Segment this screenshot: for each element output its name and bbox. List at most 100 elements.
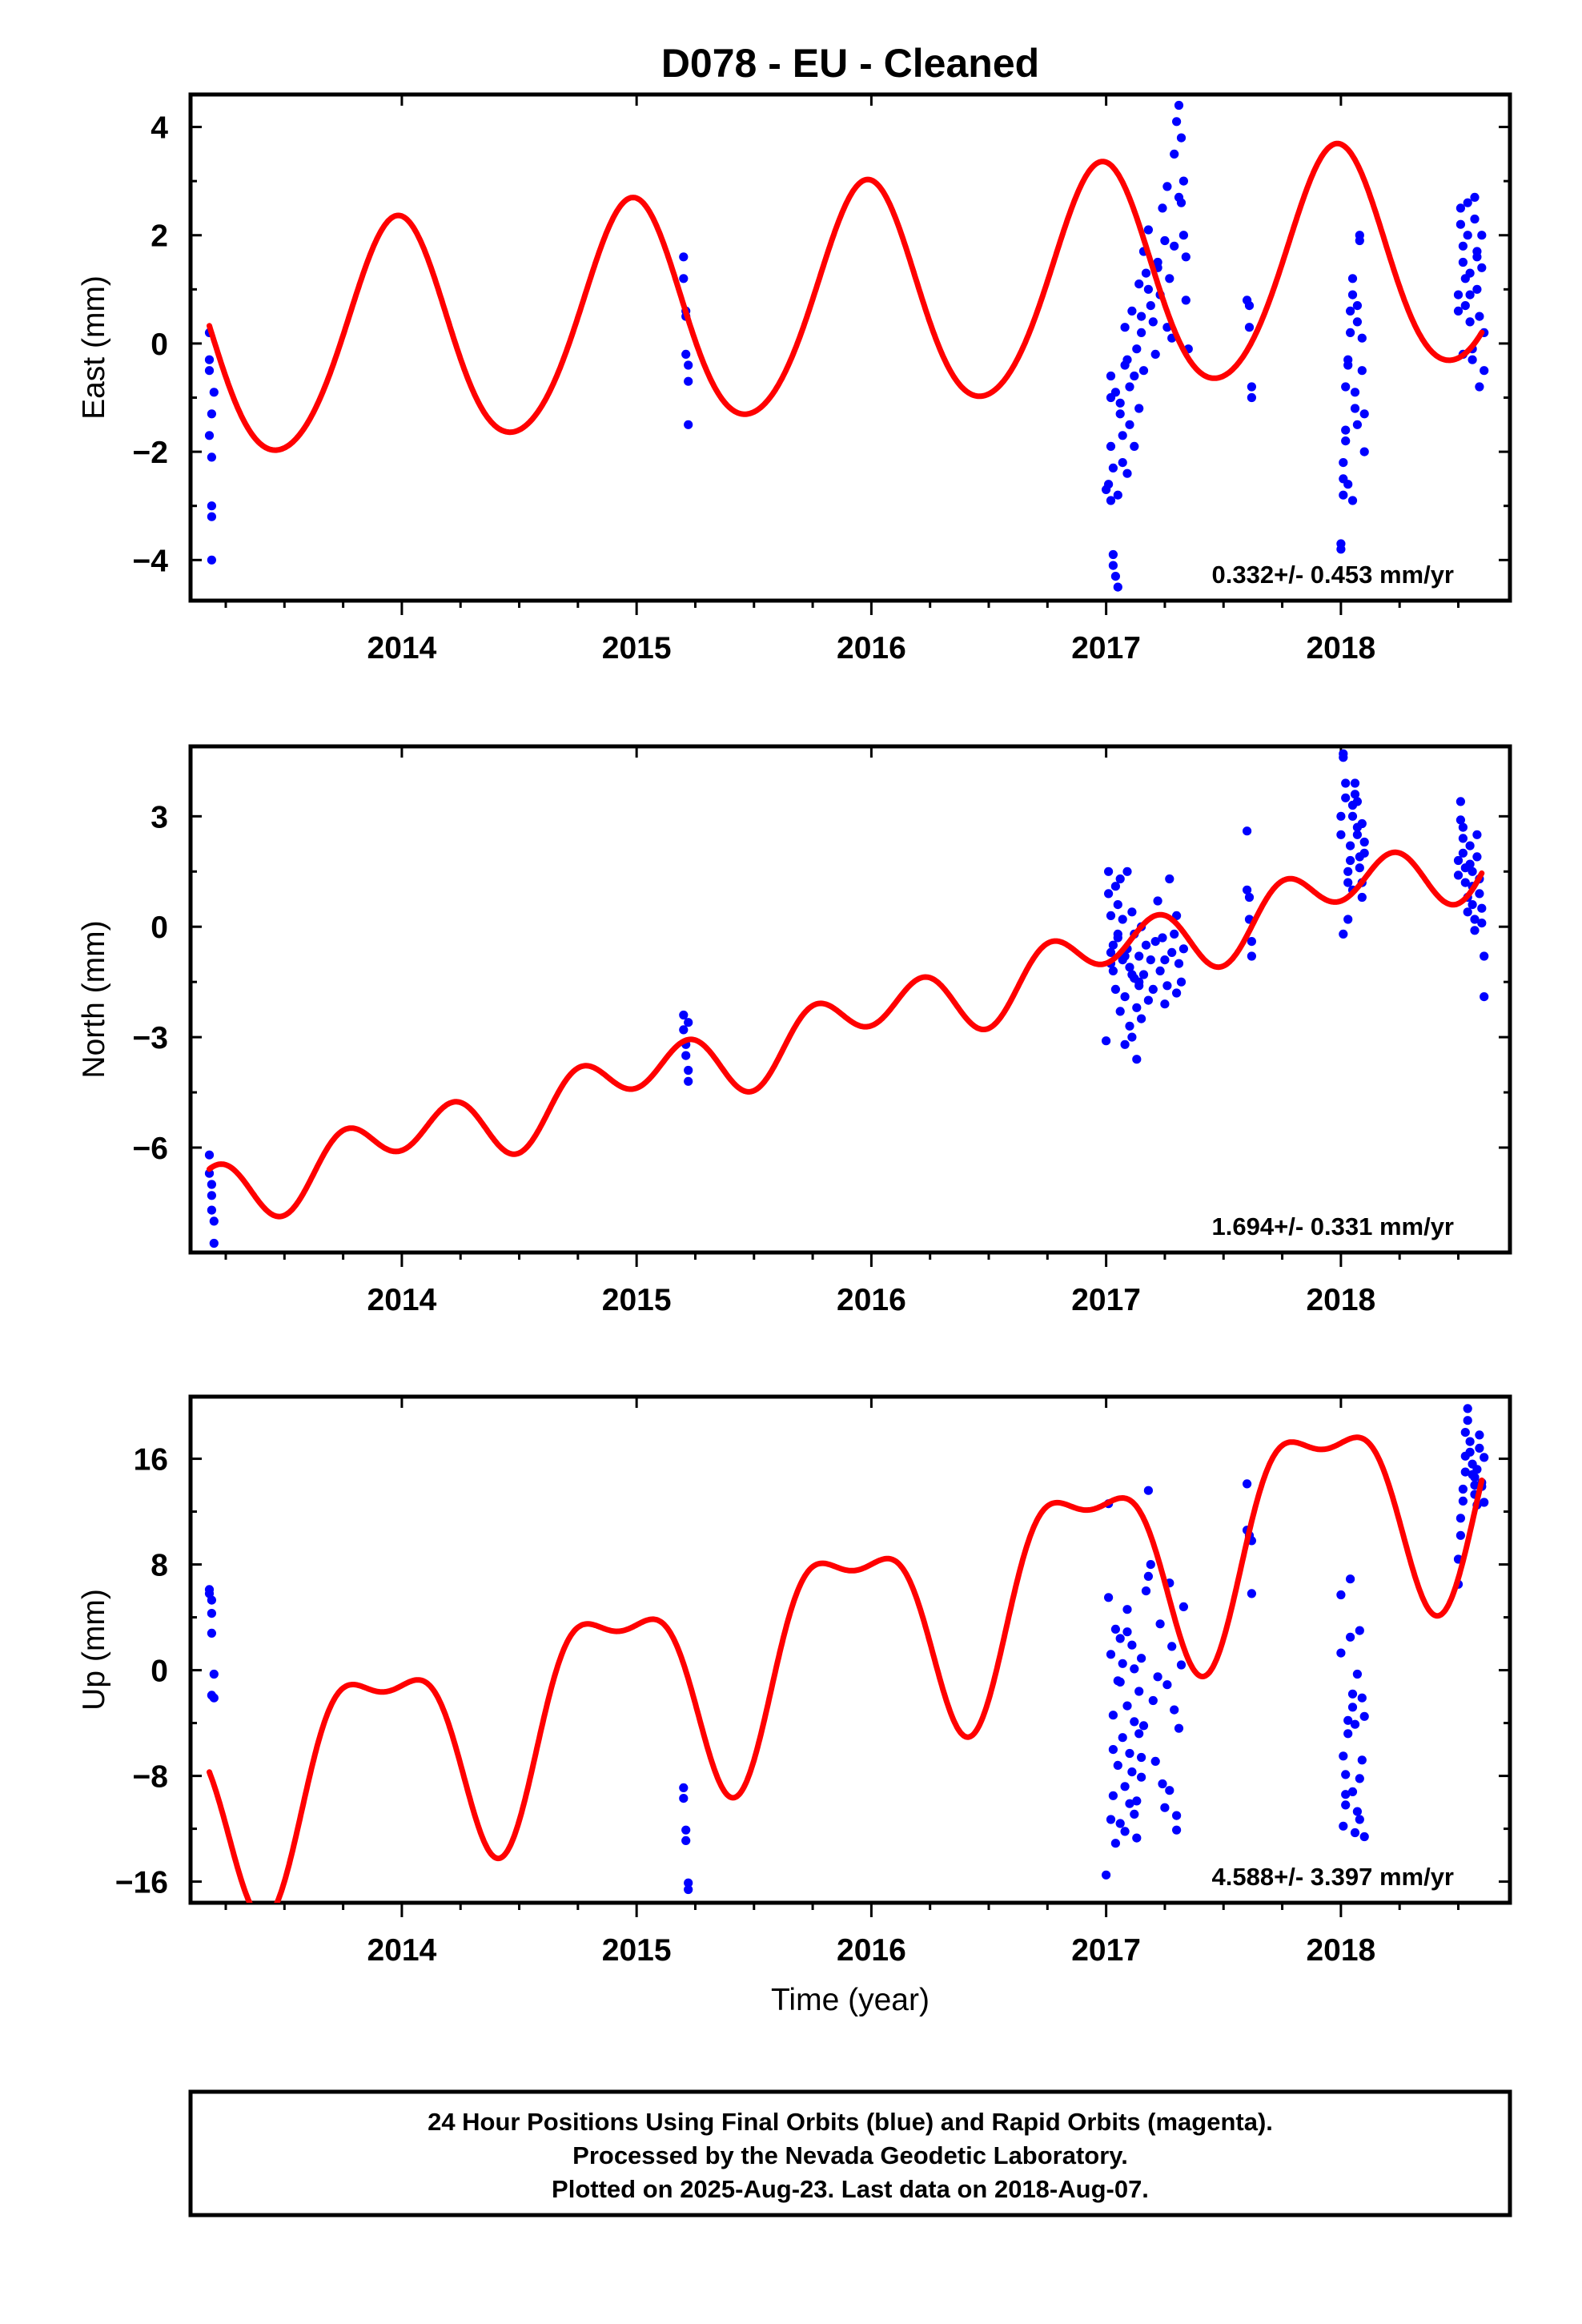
up-data-point xyxy=(1172,1825,1182,1835)
north-model-curve xyxy=(207,849,1485,1220)
up-data-point xyxy=(1343,1729,1353,1739)
north-data-point xyxy=(1477,903,1487,913)
north-data-point xyxy=(1125,1021,1134,1031)
east-data-point xyxy=(684,376,693,386)
east-data-point xyxy=(1470,214,1480,224)
up-data-point xyxy=(1162,1680,1172,1690)
north-data-point xyxy=(1108,940,1118,950)
up-data-point xyxy=(1122,1627,1132,1637)
east-data-point xyxy=(1357,333,1367,343)
east-data-point xyxy=(207,512,216,521)
north-data-point xyxy=(1134,977,1144,987)
up-data-point xyxy=(1160,1803,1170,1812)
north-data-point xyxy=(1176,977,1186,987)
up-rate-annotation: 4.588+/- 3.397 mm/yr xyxy=(1212,1863,1454,1891)
east-x-tick-label: 2014 xyxy=(367,631,437,665)
east-data-point xyxy=(1170,241,1179,251)
east-y-tick-label: 4 xyxy=(151,111,168,146)
east-data-point xyxy=(1150,349,1160,359)
up-data-point xyxy=(1148,1695,1158,1706)
east-data-point xyxy=(1472,252,1482,262)
up-data-point xyxy=(1355,1774,1364,1783)
up-data-point xyxy=(1243,1479,1252,1489)
east-x-tick-label: 2017 xyxy=(1071,631,1141,665)
up-data-point xyxy=(681,1825,691,1835)
east-data-point xyxy=(1137,328,1146,337)
north-data-point xyxy=(679,1010,689,1020)
north-data-point xyxy=(1357,892,1367,903)
east-data-point xyxy=(1178,176,1188,186)
up-data-point xyxy=(1359,1711,1369,1721)
north-data-point xyxy=(684,1018,693,1027)
up-data-point xyxy=(1141,1586,1151,1596)
north-data-point xyxy=(1127,1032,1137,1042)
up-data-point xyxy=(1118,1733,1127,1743)
east-data-point xyxy=(1148,317,1158,327)
up-data-point xyxy=(1341,1770,1351,1779)
east-data-point xyxy=(1465,268,1475,278)
up-data-point xyxy=(207,1691,216,1700)
up-data-point xyxy=(1463,1404,1472,1413)
east-data-point xyxy=(1343,480,1353,489)
north-data-point xyxy=(1160,999,1170,1009)
north-data-point xyxy=(1108,966,1118,975)
east-data-point xyxy=(1118,431,1127,440)
north-data-point xyxy=(1463,907,1472,917)
north-data-point xyxy=(1336,830,1346,839)
east-data-point xyxy=(1113,490,1122,500)
north-data-point xyxy=(1341,793,1351,802)
north-data-point xyxy=(204,1150,215,1160)
east-data-point xyxy=(1458,241,1468,251)
east-data-point xyxy=(1110,572,1120,581)
north-y-tick-label: 3 xyxy=(151,800,168,834)
east-data-point xyxy=(207,452,216,462)
east-data-point xyxy=(1470,192,1480,202)
north-data-point xyxy=(1346,841,1355,850)
north-y-tick-label: −3 xyxy=(133,1021,168,1055)
north-data-point xyxy=(1127,970,1137,979)
east-data-point xyxy=(1125,420,1134,429)
east-data-point xyxy=(1456,219,1465,229)
up-data-point xyxy=(1357,1693,1367,1703)
east-data-point xyxy=(1460,301,1470,311)
up-data-point xyxy=(1465,1437,1475,1446)
up-data-point xyxy=(1165,1786,1174,1795)
up-data-point xyxy=(1359,1831,1369,1842)
up-x-tick-label: 2018 xyxy=(1306,1933,1375,1968)
east-data-point xyxy=(1108,561,1118,570)
up-data-point xyxy=(1350,1719,1360,1729)
up-data-point xyxy=(1341,1800,1351,1810)
north-data-point xyxy=(1148,984,1158,994)
up-plot-area xyxy=(204,1404,1489,1903)
east-data-point xyxy=(1115,409,1125,419)
east-data-point xyxy=(1350,388,1360,397)
north-data-point xyxy=(1359,837,1369,847)
north-data-point xyxy=(1470,926,1480,935)
east-data-point xyxy=(204,366,215,376)
east-x-tick-label: 2015 xyxy=(602,631,672,665)
north-data-point xyxy=(1113,929,1122,939)
up-data-point xyxy=(1150,1756,1160,1766)
up-data-point xyxy=(681,1835,691,1845)
east-data-point xyxy=(1244,323,1255,332)
north-data-point xyxy=(1453,870,1464,880)
up-data-point xyxy=(1106,1815,1116,1824)
east-data-point xyxy=(1472,284,1482,294)
north-data-point xyxy=(1472,830,1482,839)
north-data-point xyxy=(684,1076,693,1086)
north-data-point xyxy=(1339,929,1348,939)
north-data-point xyxy=(1146,955,1155,965)
north-data-point xyxy=(1138,970,1149,979)
east-data-point xyxy=(1108,463,1118,473)
north-data-point xyxy=(1247,937,1256,947)
up-data-point xyxy=(1480,1453,1489,1462)
east-y-tick-label: −2 xyxy=(133,436,168,470)
up-y-tick-label: −8 xyxy=(133,1760,168,1795)
chart-title: D078 - EU - Cleaned xyxy=(661,41,1039,86)
footer-line-3: Plotted on 2025-Aug-23. Last data on 201… xyxy=(552,2175,1149,2203)
up-data-point xyxy=(1146,1560,1155,1570)
north-data-point xyxy=(204,1168,215,1178)
east-y-tick-label: −4 xyxy=(133,544,169,578)
east-data-point xyxy=(1162,182,1172,191)
